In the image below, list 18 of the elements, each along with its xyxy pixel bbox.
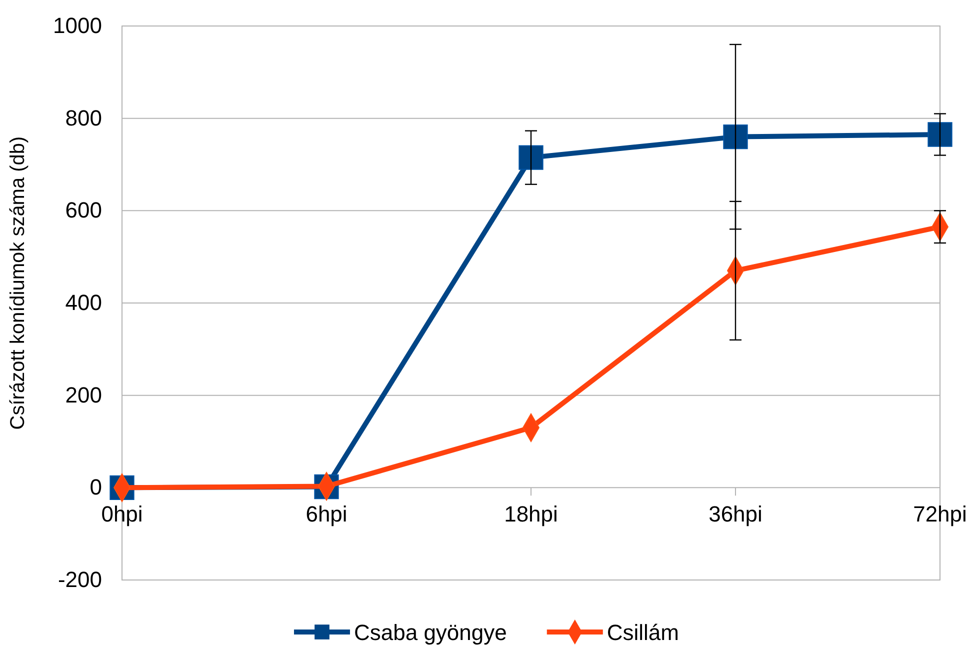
- x-tick-label: 72hpi: [913, 501, 967, 526]
- y-tick-label: 200: [65, 382, 102, 408]
- legend-label: Csaba gyöngye: [354, 620, 507, 645]
- y-tick-label: 1000: [53, 13, 102, 38]
- x-tick-label: 6hpi: [306, 501, 348, 526]
- x-tick-label: 18hpi: [504, 501, 558, 526]
- legend-label: Csillám: [606, 620, 680, 645]
- point: [518, 145, 544, 170]
- x-tick-label: 36hpi: [708, 501, 762, 526]
- x-tick-label: 0hpi: [101, 501, 143, 526]
- y-tick-label: -200: [58, 567, 102, 592]
- point: [928, 122, 952, 147]
- y-tick-label: 400: [65, 290, 102, 316]
- point: [723, 124, 748, 150]
- y-tick-label: 800: [65, 105, 102, 130]
- y-tick-label: 0: [90, 474, 102, 500]
- y-tick-label: 600: [65, 198, 102, 223]
- y-axis-title: Csírázott konídiumok száma (db): [7, 136, 29, 430]
